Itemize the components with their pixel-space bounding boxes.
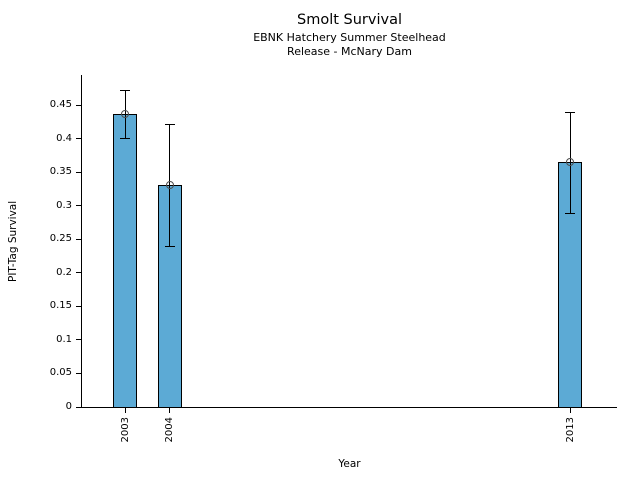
point-marker-2003 — [121, 109, 130, 118]
error-cap-bottom-2003 — [120, 138, 131, 140]
x-axis-spine — [81, 407, 617, 408]
point-marker-2004 — [165, 180, 174, 189]
y-tick-label: 0.15 — [49, 300, 72, 312]
y-tick-label: 0.3 — [56, 199, 72, 211]
y-tick-label: 0.25 — [49, 233, 72, 245]
y-tick-label: 0.4 — [56, 132, 72, 144]
chart-subtitle-line1: EBNK Hatchery Summer Steelhead — [253, 31, 446, 44]
x-tick-label: 2013 — [564, 417, 576, 443]
y-tick-mark — [76, 104, 81, 106]
y-tick-mark — [76, 372, 81, 374]
error-cap-bottom-2013 — [565, 213, 576, 215]
y-tick-mark — [76, 171, 81, 173]
y-tick-mark — [76, 272, 81, 274]
x-tick-mark — [169, 408, 171, 413]
error-cap-top-2003 — [120, 90, 131, 92]
bar-2003 — [113, 113, 138, 408]
y-axis-spine — [81, 75, 82, 408]
y-tick-mark — [76, 305, 81, 307]
y-tick-mark — [76, 138, 81, 140]
y-tick-label: 0.45 — [49, 99, 72, 111]
chart-title: Smolt Survival — [297, 12, 402, 28]
error-cap-top-2013 — [565, 111, 576, 113]
y-tick-label: 0.2 — [56, 266, 72, 278]
error-cap-top-2004 — [164, 123, 175, 125]
y-tick-mark — [76, 205, 81, 207]
x-tick-mark — [569, 408, 571, 413]
y-tick-label: 0 — [65, 401, 72, 412]
x-tick-label: 2003 — [119, 417, 131, 443]
y-tick-label: 0.35 — [49, 166, 72, 178]
y-tick-mark — [76, 238, 81, 240]
x-tick-label: 2004 — [164, 417, 176, 443]
chart-subtitle-line2: Release - McNary Dam — [287, 45, 412, 58]
plot-area: 0 0.05 0.1 0.15 0.2 0.25 0.3 0.35 0.4 0.45 2003 200… — [50, 75, 617, 442]
y-tick-label: 0.1 — [56, 333, 72, 345]
error-cap-bottom-2004 — [164, 246, 175, 248]
x-tick-mark — [124, 408, 126, 413]
point-marker-2013 — [566, 157, 575, 166]
y-axis-label: PIT-Tag Survival — [7, 200, 19, 282]
x-axis-label: Year — [338, 458, 361, 470]
y-tick-label: 0.05 — [49, 367, 72, 379]
y-tick-mark — [76, 339, 81, 341]
y-tick-mark — [76, 406, 81, 408]
